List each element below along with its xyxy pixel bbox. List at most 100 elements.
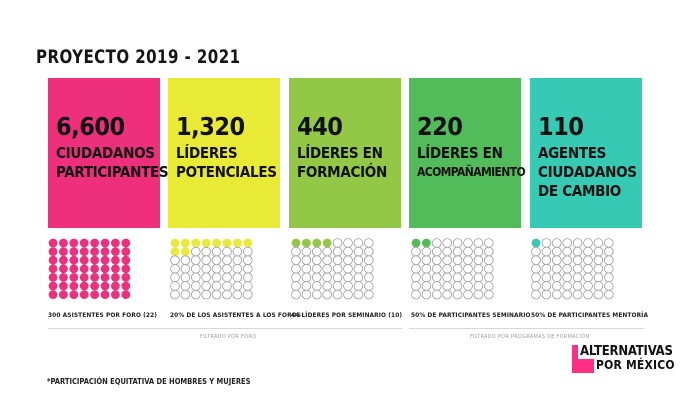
grid-dot <box>411 255 421 266</box>
card-label: CIUDADANOS PARTICIPANTES <box>56 144 169 182</box>
grid-dot <box>111 238 120 248</box>
grid-dot <box>322 263 333 274</box>
grid-dot <box>190 281 201 291</box>
grid-dot <box>301 255 312 266</box>
grid-dot <box>583 281 593 291</box>
grid-dot <box>222 272 232 283</box>
grid-dot <box>421 246 432 257</box>
grid-dot <box>211 263 222 274</box>
card-label: AGENTES CIUDADANOS DE CAMBIO <box>538 144 642 201</box>
grid-dot <box>452 272 463 283</box>
card-label-line: LÍDERES EN <box>297 144 383 162</box>
page-title: PROYECTO 2019 - 2021 <box>36 46 241 68</box>
grid-dot <box>604 263 614 274</box>
grid-dot <box>90 281 99 291</box>
grid-dot <box>59 273 68 282</box>
grid-dot <box>452 255 463 266</box>
grid-dot <box>90 264 99 274</box>
grid-dot <box>332 272 343 283</box>
grid-dot <box>431 272 442 283</box>
grid-dot <box>572 281 583 291</box>
grid-dot <box>583 255 593 266</box>
grid-dot <box>442 246 453 257</box>
grid-dot <box>79 238 89 248</box>
divider-programas <box>409 328 644 329</box>
grid-dot <box>48 264 58 274</box>
card-label-line: LÍDERES EN <box>417 144 503 162</box>
grid-dot <box>593 246 604 257</box>
grid-dot <box>48 238 58 248</box>
card-ciudadanos: 6,600 CIUDADANOS PARTICIPANTES <box>48 78 169 228</box>
grid-dot <box>111 264 120 274</box>
grid-dot <box>551 289 562 300</box>
grid-dot <box>59 238 68 248</box>
grid-dot <box>551 281 562 291</box>
grid-dot <box>593 281 604 291</box>
grid-dot <box>421 255 432 266</box>
grid-dot <box>312 238 322 248</box>
grid-dot <box>69 290 79 299</box>
grid-dot <box>181 238 190 248</box>
grid-dot <box>411 272 421 283</box>
grid-dot <box>90 290 99 299</box>
grid-dot <box>301 263 312 274</box>
grid-dot <box>79 290 89 299</box>
grid-dot <box>583 263 593 274</box>
grid-dot <box>69 273 79 282</box>
grid-dot <box>322 246 333 257</box>
grid-dot <box>442 289 453 300</box>
grid-dot <box>343 289 353 300</box>
grid-dot <box>541 289 552 300</box>
grid-dot <box>180 281 191 291</box>
logo-line-2: POR MÉXICO <box>596 358 675 372</box>
grid-dot <box>121 255 131 265</box>
grid-dot <box>211 289 222 300</box>
grid-dot <box>69 238 79 248</box>
grid-dot <box>572 289 583 300</box>
grid-dot <box>69 264 79 274</box>
grid-dot <box>59 247 68 256</box>
grid-dot <box>170 272 180 283</box>
grid-dot <box>551 246 562 257</box>
logo-line-1: ALTERNATIVAS <box>580 344 673 359</box>
grid-dot <box>421 263 432 274</box>
grid-dot <box>332 281 343 291</box>
grid-dot <box>291 263 301 274</box>
grid-dot <box>170 238 180 248</box>
dot-grid <box>531 238 643 302</box>
grid-dot <box>332 255 343 266</box>
grid-dot <box>322 238 332 248</box>
grid-dot <box>222 255 232 266</box>
grid-dot <box>111 281 120 291</box>
grid-dot <box>442 238 453 248</box>
grid-dot <box>473 281 484 291</box>
grid-dot <box>181 247 190 256</box>
grid-dot <box>463 255 473 266</box>
grid-dot <box>291 281 301 291</box>
grid-dot <box>232 272 243 283</box>
grid-caption: 20% DE LOS ASISTENTES A LOS FOROS <box>170 311 302 319</box>
grid-dot <box>48 290 58 299</box>
grid-dot <box>541 238 552 248</box>
grid-dot <box>311 289 322 300</box>
grid-dot <box>59 264 68 274</box>
grid-dot <box>541 272 552 283</box>
grid-dot <box>353 238 364 248</box>
footnote: *PARTICIPACIÓN EQUITATIVA DE HOMBRES Y M… <box>47 377 251 386</box>
grid-dot <box>311 255 322 266</box>
grid-dot <box>111 255 120 265</box>
card-label: LÍDERES EN FORMACIÓN <box>297 144 401 182</box>
grid-dot <box>48 255 58 265</box>
grid-dot <box>100 255 110 265</box>
grid-dot <box>562 272 573 283</box>
grid-dot <box>243 272 253 283</box>
grid-dot <box>79 281 89 291</box>
filter-label-foro: FILTRADO POR FORO <box>200 334 257 340</box>
grid-dot <box>583 246 593 257</box>
grid-dot <box>322 281 333 291</box>
grid-dot <box>232 246 243 257</box>
card-number: 220 <box>417 112 463 141</box>
logo-accent <box>572 345 578 373</box>
grid-dot <box>551 272 562 283</box>
grid-dot <box>201 246 212 257</box>
